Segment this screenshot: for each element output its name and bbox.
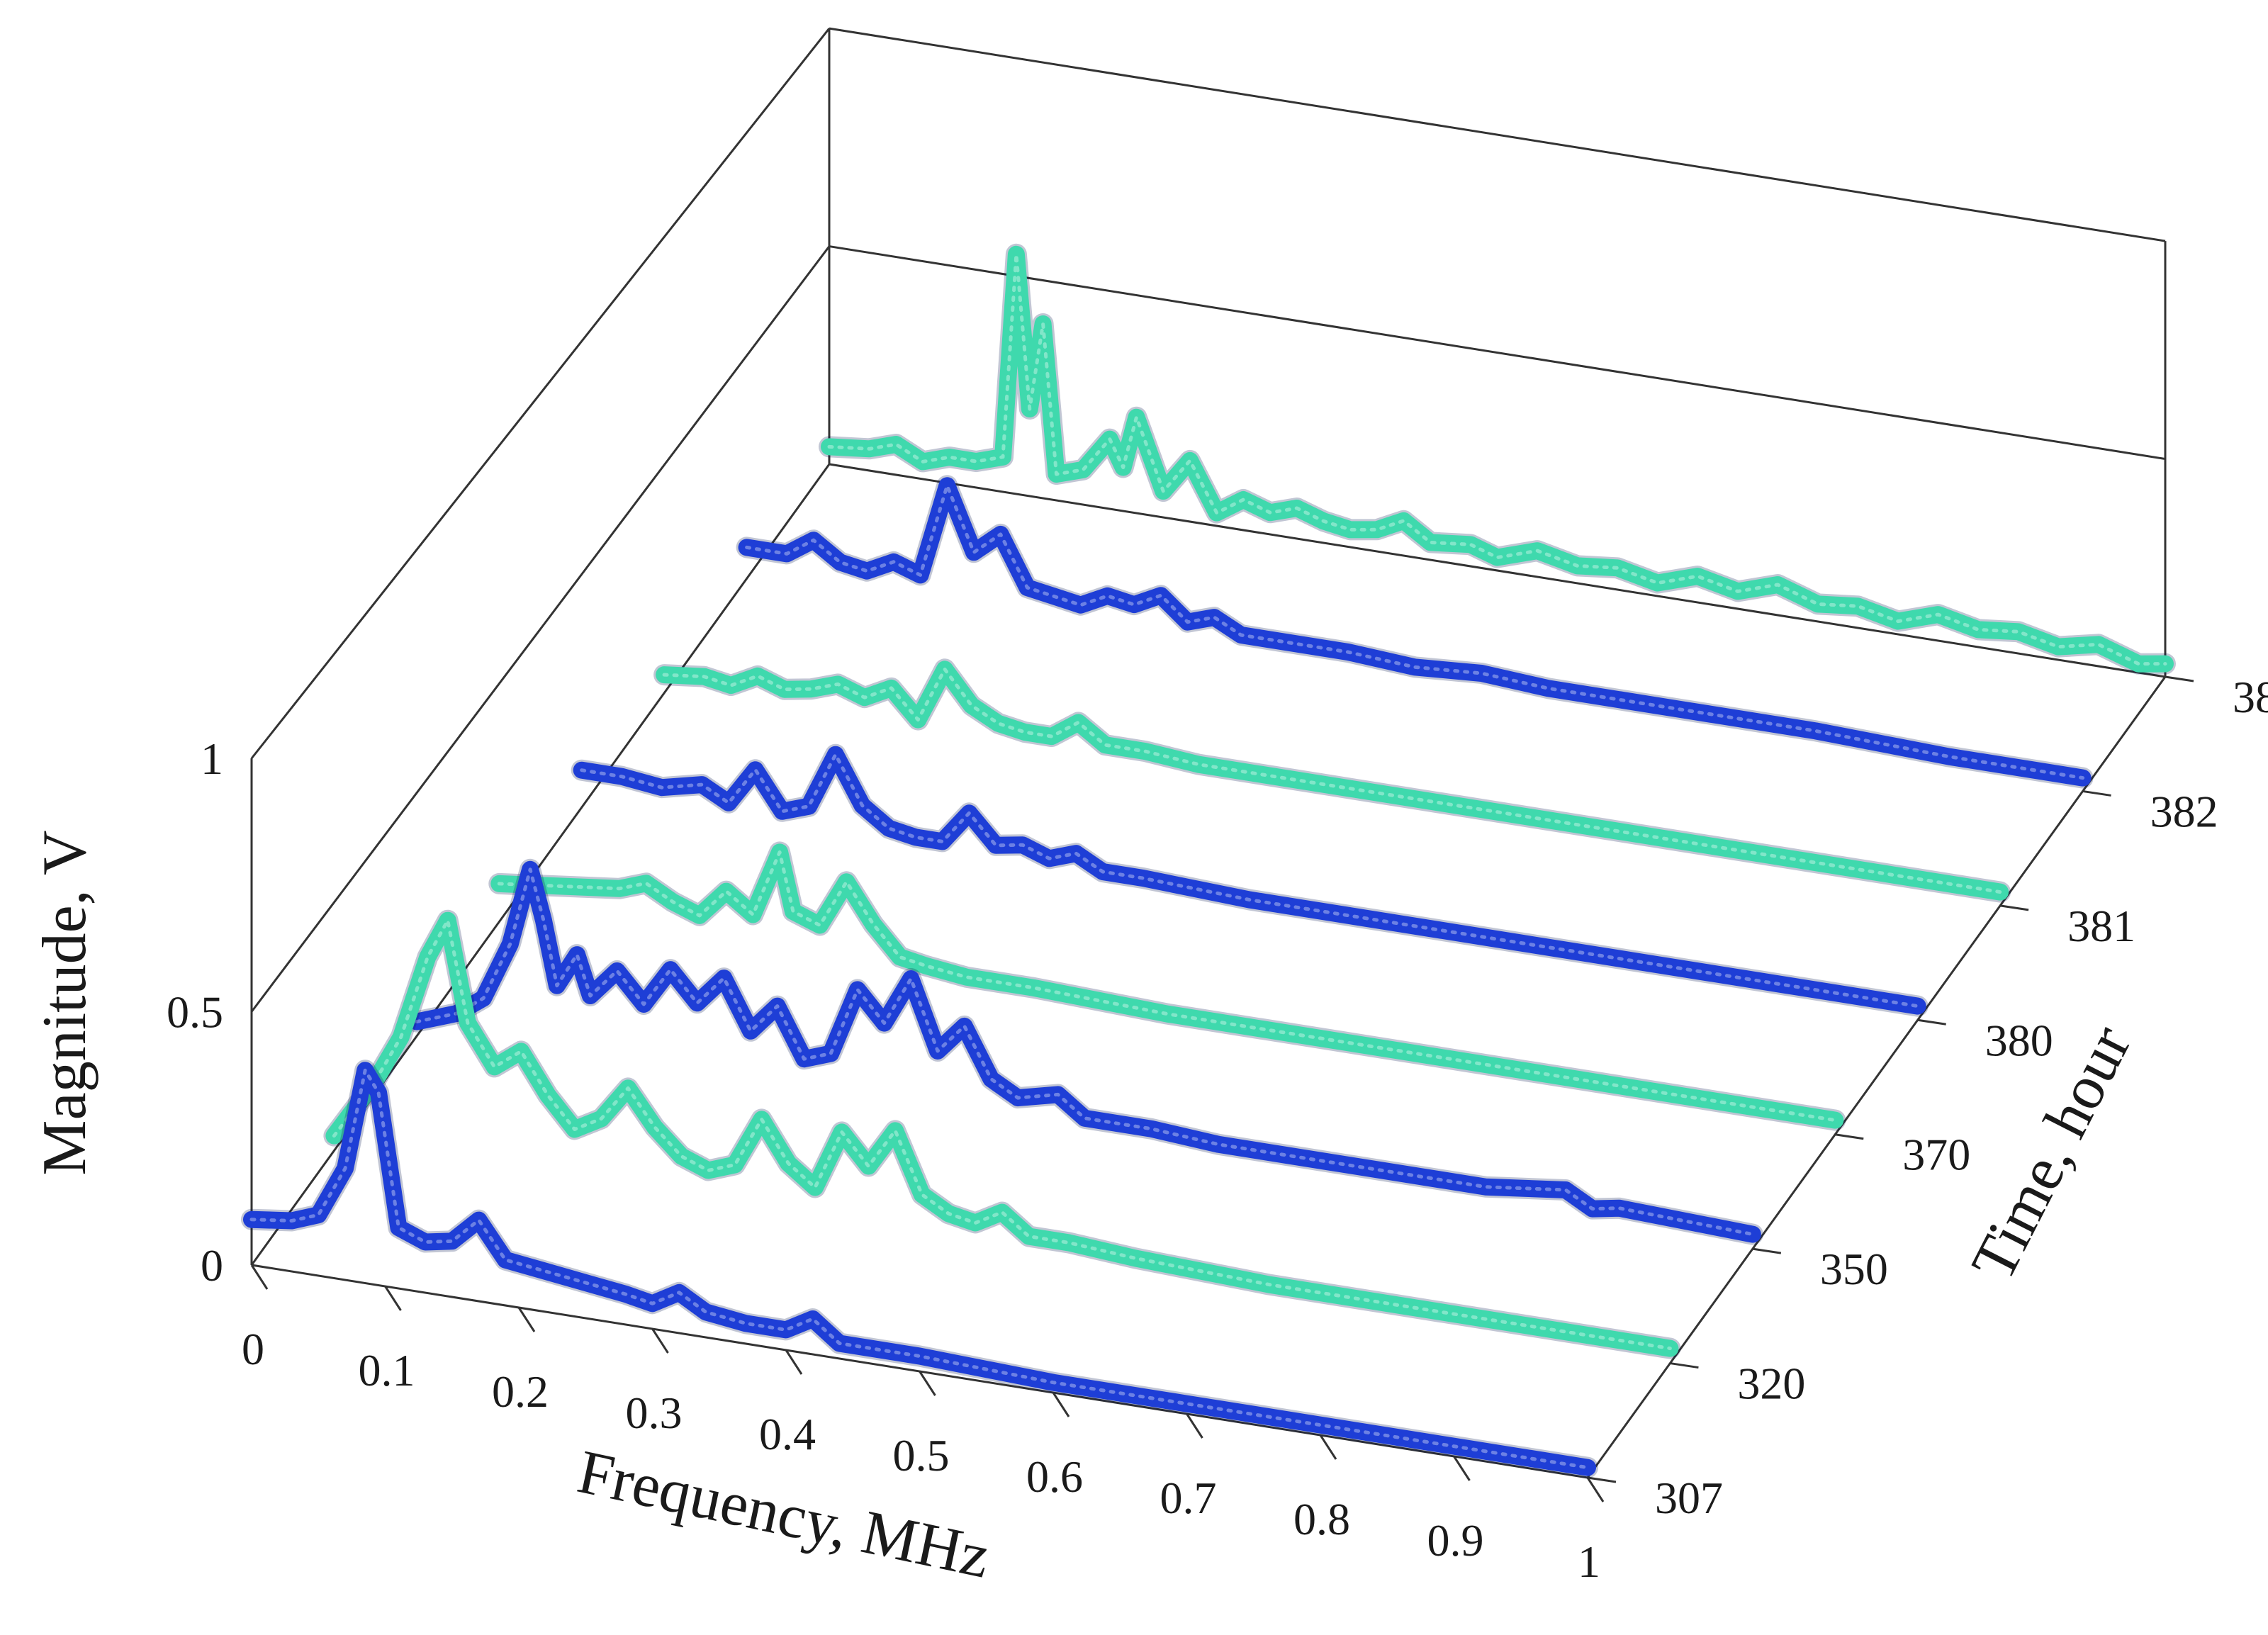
tick-labels: 0 0.1 0.2 0.3 0.4 0.5 0.6 0.7 0.8 0.9 1 307 320 350 37… (167, 672, 2268, 1587)
z-tick-label: 0.5 (167, 987, 223, 1038)
spectrum-line-382 (738, 477, 2092, 787)
spectrum-texture (415, 867, 1755, 1237)
x-tick-label: 0.6 (1026, 1451, 1083, 1502)
x-tick (919, 1371, 936, 1396)
axis-ticks (250, 675, 2194, 1502)
spectrum-shadow (405, 858, 1763, 1245)
y-tick (1917, 1018, 1946, 1026)
x-tick (250, 1264, 269, 1290)
spectrum-line-320 (325, 911, 1679, 1357)
spectrum-line-350 (408, 860, 1761, 1243)
y-tick-label: 383 (2233, 672, 2268, 722)
spectrum-shadow (241, 1060, 1598, 1478)
x-tick-label: 0.8 (1293, 1494, 1350, 1544)
spectra-series (241, 243, 2176, 1478)
x-tick-label: 0.1 (359, 1345, 415, 1395)
y-tick (1999, 904, 2029, 911)
x-tick-label: 0.5 (893, 1430, 950, 1481)
x-tick (785, 1349, 803, 1375)
x-tick (517, 1307, 536, 1332)
back-wall-top-edge (829, 27, 2166, 242)
spectrum-texture (745, 483, 2085, 780)
x-tick (1586, 1477, 1605, 1502)
spectrum-line-380 (573, 746, 1926, 1015)
y-tick (1752, 1247, 1782, 1254)
x-tick-label: 0.4 (759, 1409, 816, 1459)
spectrum-line-383 (821, 245, 2174, 673)
spectrum-texture (332, 918, 1672, 1351)
y-tick (1670, 1362, 1699, 1369)
y-tick-label: 380 (1985, 1015, 2053, 1065)
x-tick (651, 1328, 669, 1354)
y-tick (1835, 1133, 1864, 1140)
spectrum-texture (497, 850, 1837, 1123)
left-wall-top-edge (250, 28, 831, 759)
x-tick-label: 0.7 (1160, 1473, 1217, 1523)
x-tick (1453, 1456, 1471, 1481)
y-tick-label: 381 (2067, 901, 2135, 951)
x-tick (1052, 1392, 1070, 1417)
y-tick-label: 350 (1820, 1244, 1888, 1294)
x-tick (1186, 1413, 1203, 1439)
y-tick-label: 370 (1902, 1130, 1970, 1180)
floor-right-edge (1586, 676, 2167, 1478)
y-tick-label: 382 (2150, 786, 2218, 836)
y-tick (2082, 790, 2111, 797)
z-tick-label: 1 (201, 734, 223, 784)
back-wall-mid-line (829, 245, 2166, 461)
x-tick-label: 0.3 (626, 1388, 683, 1438)
spectrum-line-307 (243, 1062, 1596, 1476)
x-tick (384, 1286, 402, 1311)
x-tick-label: 0.2 (492, 1366, 549, 1417)
y-tick-label: 320 (1737, 1359, 1805, 1409)
z-axis-title: Magnitude, V (30, 830, 99, 1175)
spectrum-texture (249, 1068, 1590, 1470)
x-tick-label: 0.9 (1427, 1515, 1484, 1566)
y-tick (1587, 1476, 1617, 1483)
left-wall-mid-line (250, 245, 831, 1013)
x-tick-label: 1 (1578, 1536, 1600, 1587)
floor-back-edge (829, 463, 2166, 678)
y-tick (2165, 675, 2194, 682)
spectrum-line-370 (490, 843, 1844, 1129)
y-tick-label: 307 (1655, 1473, 1723, 1523)
spectrum-texture (827, 252, 2167, 666)
z-tick-label: 0 (201, 1240, 223, 1291)
spectrum-texture (580, 753, 1920, 1008)
spectrum-line-381 (656, 661, 2009, 901)
x-tick-label: 0 (242, 1324, 264, 1374)
x-tick (1319, 1434, 1337, 1460)
